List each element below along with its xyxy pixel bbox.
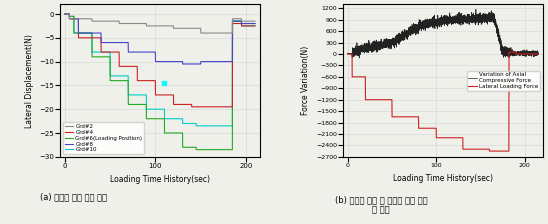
Legend: Variation of Axial
Compressive Force, Lateral Loading Force: Variation of Axial Compressive Force, La… xyxy=(466,71,540,91)
Grd#4 xyxy=(135,79,142,82)
Grd#10 xyxy=(233,20,239,22)
Grd#4 xyxy=(184,103,191,106)
Variation of Axial
Compressive Force xyxy=(372,47,379,49)
Grd#8 xyxy=(61,13,68,15)
Grd#8 xyxy=(252,22,258,25)
Lateral Loading Force xyxy=(526,53,533,55)
Grd#4 xyxy=(61,13,68,15)
Grd#10 xyxy=(208,125,215,127)
Grd#2 xyxy=(208,32,215,34)
Lateral Loading Force xyxy=(363,98,369,101)
Grd#8 xyxy=(208,60,215,63)
Grd#6(Loading Position) xyxy=(61,13,68,15)
Grd#6(Loading Position) xyxy=(193,148,199,151)
Grd#6(Loading Position) xyxy=(135,103,142,106)
Grd#2 xyxy=(143,22,150,25)
Grd#4 xyxy=(143,79,150,82)
Grd#8 xyxy=(184,63,191,65)
Grd#2 xyxy=(135,22,142,25)
Grd#10 xyxy=(143,94,150,96)
Line: Variation of Axial
Compressive Force: Variation of Axial Compressive Force xyxy=(347,9,538,58)
X-axis label: Loading Time History(sec): Loading Time History(sec) xyxy=(393,174,493,183)
Grd#4 xyxy=(252,25,258,27)
Lateral Loading Force xyxy=(486,150,493,152)
Line: Grd#4: Grd#4 xyxy=(65,14,255,107)
Grd#2 xyxy=(233,17,239,20)
Grd#8 xyxy=(233,20,239,22)
Lateral Loading Force xyxy=(344,53,351,55)
Variation of Axial
Compressive Force xyxy=(520,52,526,55)
Lateral Loading Force xyxy=(449,136,455,139)
Grd#10 xyxy=(193,125,199,127)
Legend: Grd#2, Grd#4, Grd#6(Loading Position), Grd#8, Grd#10: Grd#2, Grd#4, Grd#6(Loading Position), G… xyxy=(63,122,144,154)
Grd#6(Loading Position) xyxy=(208,148,215,151)
Grd#4 xyxy=(82,37,88,39)
Variation of Axial
Compressive Force xyxy=(449,23,455,25)
Grd#8 xyxy=(82,32,88,34)
Line: Grd#6(Loading Position): Grd#6(Loading Position) xyxy=(65,14,255,150)
Grd#10 xyxy=(82,32,88,34)
Grd#8 xyxy=(135,51,142,53)
Text: (a) 횡방향 굽힘 변위 이력: (a) 횡방향 굽힘 변위 이력 xyxy=(41,193,107,202)
Grd#4 xyxy=(233,22,239,25)
Y-axis label: Lateral Displacement(N): Lateral Displacement(N) xyxy=(25,34,33,128)
Variation of Axial
Compressive Force xyxy=(526,53,533,56)
Grd#8 xyxy=(179,63,186,65)
Grd#10 xyxy=(135,94,142,96)
Variation of Axial
Compressive Force xyxy=(344,52,351,55)
Grd#6(Loading Position) xyxy=(233,20,239,22)
Grd#10 xyxy=(61,13,68,15)
Line: Grd#10: Grd#10 xyxy=(65,14,255,126)
Line: Grd#2: Grd#2 xyxy=(65,14,255,33)
Variation of Axial
Compressive Force xyxy=(356,57,363,59)
Grd#2 xyxy=(61,13,68,15)
Variation of Axial
Compressive Force xyxy=(491,17,498,20)
Grd#2 xyxy=(197,32,204,34)
Text: (b) 축방향 누름 및 횡방향 굽힘 하중
의 변화: (b) 축방향 누름 및 횡방향 굽힘 하중 의 변화 xyxy=(334,195,427,214)
Variation of Axial
Compressive Force xyxy=(363,47,370,50)
Grd#4 xyxy=(208,106,215,108)
Line: Grd#8: Grd#8 xyxy=(65,14,255,64)
Grd#6(Loading Position) xyxy=(143,103,150,106)
X-axis label: Loading Time History(sec): Loading Time History(sec) xyxy=(110,174,210,184)
Lateral Loading Force xyxy=(491,150,498,152)
Grd#2 xyxy=(252,20,258,22)
Grd#4 xyxy=(189,106,195,108)
Grd#6(Loading Position) xyxy=(252,22,258,25)
Lateral Loading Force xyxy=(506,51,512,53)
Lateral Loading Force xyxy=(520,53,526,55)
Grd#10 xyxy=(184,122,191,125)
Variation of Axial
Compressive Force xyxy=(535,53,541,55)
Grd#6(Loading Position) xyxy=(82,32,88,34)
Grd#8 xyxy=(143,51,150,53)
Lateral Loading Force xyxy=(372,98,378,101)
Grd#2 xyxy=(82,17,88,20)
Variation of Axial
Compressive Force xyxy=(472,8,479,11)
Line: Lateral Loading Force: Lateral Loading Force xyxy=(347,52,538,151)
Grd#6(Loading Position) xyxy=(184,146,191,149)
Grd#10 xyxy=(252,25,258,27)
Lateral Loading Force xyxy=(535,53,541,55)
Grd#2 xyxy=(184,27,191,30)
Y-axis label: Force Variation(N): Force Variation(N) xyxy=(301,46,310,115)
